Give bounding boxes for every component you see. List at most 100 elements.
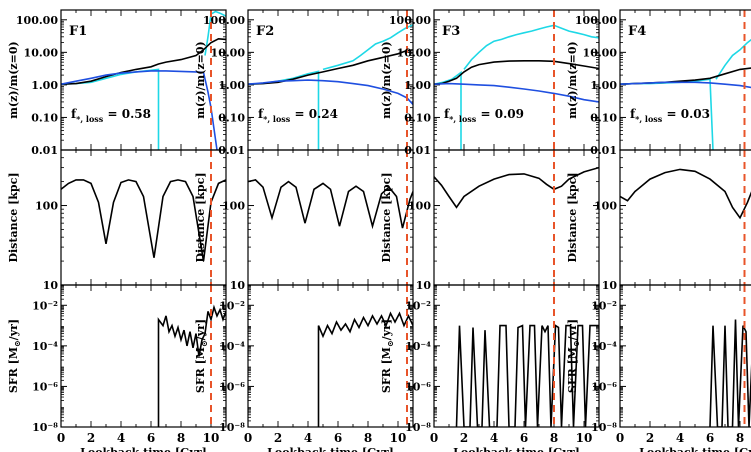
black-series-line (317, 311, 413, 427)
y-tick-label: 10⁻⁴ (591, 340, 617, 353)
y-tick-label: 100.00 (575, 14, 617, 27)
x-tick-label: 8 (736, 431, 744, 445)
y-tick-label: 1.00 (218, 79, 245, 92)
y-tick-label: 10.00 (583, 46, 618, 59)
y-tick-label: 10⁻⁶ (405, 380, 431, 393)
y-axis-label: Distance [kpc] (194, 172, 207, 262)
y-tick-label: 1.00 (31, 79, 58, 92)
panel-frame (247, 284, 414, 428)
x-tick-label: 2 (646, 431, 654, 445)
y-tick-label: 10.00 (211, 46, 246, 59)
y-tick-label: 10⁻⁸ (32, 421, 58, 434)
black-series-line (248, 179, 413, 230)
x-axis-label: Lookback time [Gyr] (639, 446, 751, 452)
y-axis-label: SFR [M⊙/yr] (7, 319, 22, 393)
y-tick-label: 1.00 (404, 79, 431, 92)
y-tick-label: 0.01 (404, 144, 431, 157)
y-tick-label: 10⁻⁸ (219, 421, 245, 434)
floss-annotation: f*, loss = 0.09 (444, 107, 524, 124)
y-tick-label: 10⁻⁸ (405, 421, 431, 434)
blue-series-line (434, 82, 599, 103)
y-tick-label: 10 (43, 279, 59, 292)
y-tick-label: 0.10 (218, 111, 245, 124)
x-tick-label: 6 (520, 431, 528, 445)
y-tick-label: 100.00 (389, 14, 431, 27)
y-tick-label: 100 (222, 200, 245, 213)
y-axis-label: Distance [kpc] (380, 172, 393, 262)
panel-title: F1 (69, 24, 87, 39)
y-tick-label: 10⁻⁴ (32, 340, 58, 353)
chart-column-f2: 100.0010.001.000.100.01m(z)/m(z=0)10010D… (194, 9, 414, 452)
x-tick-label: 0 (57, 431, 65, 445)
chart-column-f3: 100.0010.001.000.100.01m(z)/m(z=0)10010D… (380, 9, 600, 452)
floss-annotation: f*, loss = 0.03 (630, 107, 710, 124)
black-series-line (455, 324, 599, 427)
x-tick-label: 0 (244, 431, 252, 445)
y-axis-label: m(z)/m(z=0) (194, 41, 207, 118)
y-axis-label: SFR [M⊙/yr] (566, 319, 581, 393)
y-tick-label: 10⁻² (32, 299, 58, 312)
y-tick-label: 0.01 (590, 144, 617, 157)
x-tick-label: 10 (390, 431, 407, 445)
x-tick-label: 4 (676, 431, 684, 445)
y-axis-label: Distance [kpc] (566, 172, 579, 262)
y-axis-label: m(z)/m(z=0) (380, 41, 393, 118)
panel-title: F2 (256, 24, 274, 39)
y-axis-label: m(z)/m(z=0) (566, 41, 579, 118)
black-series-line (157, 304, 226, 427)
y-tick-label: 0.10 (31, 111, 58, 124)
y-tick-label: 10⁻⁴ (405, 340, 431, 353)
y-tick-label: 10 (602, 279, 618, 292)
panel-title: F4 (628, 24, 646, 39)
black-series-line (61, 37, 226, 85)
y-tick-label: 10⁻⁴ (219, 340, 245, 353)
panel-frame (619, 284, 751, 428)
y-tick-label: 10⁻⁶ (591, 380, 617, 393)
cyan-series-line (322, 24, 413, 71)
blue-series-line (620, 81, 751, 89)
x-tick-label: 6 (334, 431, 342, 445)
x-axis-label: Lookback time [Gyr] (453, 446, 580, 452)
x-tick-label: 0 (430, 431, 438, 445)
y-tick-label: 100.00 (203, 14, 245, 27)
blue-series-line (61, 70, 218, 150)
x-tick-label: 2 (460, 431, 468, 445)
panel-frame (433, 284, 600, 428)
blue-series-line (248, 79, 413, 106)
y-tick-label: 10⁻² (591, 299, 617, 312)
y-tick-label: 100 (408, 200, 431, 213)
y-tick-label: 10 (230, 279, 246, 292)
x-tick-label: 6 (147, 431, 155, 445)
y-tick-label: 10⁻⁸ (591, 421, 617, 434)
cyan-series-line (715, 38, 751, 80)
y-tick-label: 0.01 (218, 144, 245, 157)
x-tick-label: 4 (490, 431, 498, 445)
y-tick-label: 0.01 (31, 144, 58, 157)
x-tick-label: 10 (203, 431, 220, 445)
x-tick-label: 8 (550, 431, 558, 445)
cyan-series-line (463, 24, 599, 70)
y-tick-label: 10⁻² (219, 299, 245, 312)
x-tick-label: 10 (576, 431, 593, 445)
black-series-line (61, 179, 226, 262)
black-series-line (434, 59, 599, 85)
x-tick-label: 6 (706, 431, 714, 445)
x-tick-label: 4 (117, 431, 125, 445)
y-tick-label: 10⁻⁶ (219, 380, 245, 393)
x-tick-label: 8 (177, 431, 185, 445)
x-axis-label: Lookback time [Gyr] (80, 446, 207, 452)
y-axis-label: m(z)/m(z=0) (7, 41, 20, 118)
y-axis-label: Distance [kpc] (7, 172, 20, 262)
y-tick-label: 0.10 (590, 111, 617, 124)
y-tick-label: 100.00 (16, 14, 58, 27)
y-tick-label: 1.00 (590, 79, 617, 92)
black-series-line (434, 166, 599, 209)
y-tick-label: 0.10 (404, 111, 431, 124)
x-tick-label: 4 (304, 431, 312, 445)
x-tick-label: 2 (87, 431, 95, 445)
x-tick-label: 8 (364, 431, 372, 445)
cyan-series-line (204, 10, 226, 56)
y-tick-label: 10.00 (24, 46, 59, 59)
x-tick-label: 2 (274, 431, 282, 445)
